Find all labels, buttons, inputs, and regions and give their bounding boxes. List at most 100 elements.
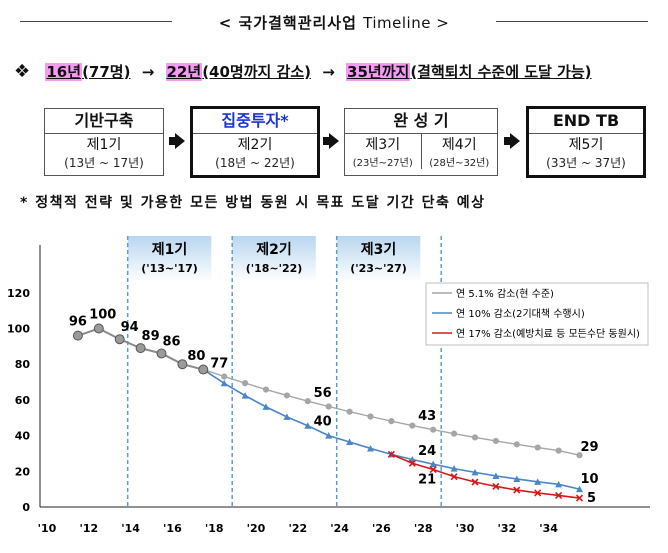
phase-band-years: ('13~'17)	[141, 262, 198, 275]
data-label: 89	[142, 329, 160, 344]
y-tick-label: 60	[15, 394, 31, 407]
historical-point	[177, 359, 188, 370]
stage-investment: 집중투자* 제2기 (18년 ~ 22년)	[190, 106, 320, 178]
y-tick-label: 40	[15, 430, 31, 443]
data-label: 43	[418, 409, 436, 424]
data-label: 10	[580, 472, 598, 487]
goal-2022: 22년(40명까지 감소)	[165, 63, 311, 81]
series-point-baseline-5pct	[262, 386, 270, 393]
historical-point	[156, 348, 167, 359]
y-tick-label: 0	[22, 501, 30, 514]
stage-end-tb-phase: 제5기	[568, 137, 604, 153]
goal-2035: 35년까지(결핵퇴치 수준에 도달 가능)	[346, 63, 592, 81]
goal-2016-detail: (77명)	[82, 63, 131, 81]
series-point-baseline-5pct	[325, 403, 332, 410]
data-label: 77	[210, 357, 228, 372]
series-point-target-10pct	[241, 392, 249, 399]
x-tick-label: '24	[330, 522, 349, 535]
goal-line: ❖ 16년(77명) → 22년(40명까지 감소) → 35년까지(결핵퇴치 …	[14, 61, 592, 82]
series-point-baseline-5pct	[430, 426, 437, 433]
stage-foundation-head: 기반구축	[45, 109, 163, 134]
series-point-baseline-5pct	[555, 447, 562, 454]
series-point-target-10pct	[262, 403, 270, 410]
x-tick-label: '20	[247, 522, 266, 535]
goal-2035-detail: (결핵퇴치 수준에 도달 가능)	[410, 63, 592, 81]
phase-band-years: ('18~'22)	[246, 262, 303, 275]
series-line-baseline-5pct	[203, 368, 580, 456]
series-point-target-10pct	[513, 475, 521, 482]
goal-2035-year: 35년까지	[346, 63, 411, 81]
phase-band-label: 제3기	[361, 242, 397, 258]
stage-foundation-phase: 제1기	[86, 137, 122, 153]
series-point-accelerated-17pct	[555, 491, 563, 499]
series-point-target-10pct	[283, 413, 291, 420]
page-title: < 국가결핵관리사업 Timeline >	[0, 12, 668, 33]
historical-point	[72, 330, 83, 341]
legend-box	[425, 282, 649, 346]
x-tick-label: '34	[539, 522, 558, 535]
series-point-baseline-5pct	[471, 434, 479, 441]
series-point-target-10pct	[346, 438, 354, 446]
series-point-baseline-5pct	[242, 380, 249, 387]
x-tick-label: '26	[372, 522, 391, 535]
title-rule-left	[20, 21, 172, 22]
data-label: 21	[418, 473, 436, 488]
stage-investment-years: (18년 ~ 22년)	[215, 156, 295, 170]
series-point-baseline-5pct	[513, 441, 520, 448]
y-tick-label: 100	[7, 323, 30, 336]
title-korean: < 국가결핵관리사업	[218, 14, 357, 32]
goal-2016-year: 16년	[45, 63, 83, 81]
data-label: 86	[162, 334, 180, 349]
stage-investment-phase: 제2기	[237, 137, 273, 153]
series-point-target-10pct	[429, 460, 437, 468]
series-point-accelerated-17pct	[450, 473, 458, 481]
series-point-accelerated-17pct	[429, 465, 437, 474]
data-label: 24	[418, 444, 436, 459]
y-tick-label: 20	[15, 465, 31, 478]
arrow-right-icon	[323, 133, 339, 149]
phase-band	[127, 236, 212, 282]
stage-end-tb: END TB 제5기 (33년 ~ 37년)	[526, 106, 646, 178]
y-tick-label: 80	[15, 358, 31, 371]
phase-band-label: 제2기	[256, 242, 292, 258]
arrow-right-icon	[169, 133, 185, 149]
arrow-right-icon	[504, 133, 520, 149]
series-point-accelerated-17pct	[492, 482, 500, 491]
x-tick-label: '10	[38, 522, 57, 535]
data-label: 96	[69, 315, 87, 330]
series-point-baseline-5pct	[388, 418, 395, 425]
stage-phase4-label: 제4기	[441, 137, 477, 153]
series-point-target-10pct	[220, 379, 228, 387]
series-point-baseline-5pct	[367, 413, 374, 420]
historical-point	[135, 343, 146, 354]
series-point-target-10pct	[534, 478, 542, 485]
stage-foundation: 기반구축 제1기 (13년 ~ 17년)	[44, 108, 164, 176]
legend-entry: 연 17% 감소(예방치료 등 모든수단 동원시)	[456, 328, 640, 340]
series-point-accelerated-17pct	[387, 450, 395, 458]
x-tick-label: '22	[288, 522, 307, 535]
phase-band-label: 제1기	[152, 242, 188, 258]
series-point-baseline-5pct	[451, 430, 458, 437]
stage-investment-head: 집중투자*	[193, 109, 317, 134]
stage-phase3-label: 제3기	[365, 137, 401, 153]
stage-phase3-years: (23년~27년)	[352, 158, 413, 169]
arrow-icon: →	[141, 63, 155, 81]
data-label: 100	[89, 308, 116, 323]
series-point-baseline-5pct	[492, 437, 499, 445]
data-label: 80	[187, 349, 205, 364]
series-point-target-10pct	[555, 480, 563, 488]
x-tick-label: '32	[497, 522, 516, 535]
data-label: 29	[580, 440, 598, 455]
data-label: 94	[121, 320, 139, 335]
strategy-note: * 정책적 전략 및 가용한 모든 방법 동원 시 목표 도달 기간 단축 예상	[20, 195, 486, 211]
goal-2016: 16년(77명)	[45, 63, 130, 81]
stage-foundation-years: (13년 ~ 17년)	[64, 156, 144, 170]
legend-entry: 연 5.1% 감소(현 수준)	[456, 288, 554, 300]
series-point-baseline-5pct	[346, 408, 353, 415]
series-point-baseline-5pct	[409, 422, 416, 429]
series-point-accelerated-17pct	[513, 486, 521, 494]
stage-completion: 완 성 기 제3기 (23년~27년) 제4기 (28년~32년)	[344, 108, 498, 176]
series-point-target-10pct	[367, 444, 374, 452]
x-tick-label: '16	[163, 522, 182, 535]
